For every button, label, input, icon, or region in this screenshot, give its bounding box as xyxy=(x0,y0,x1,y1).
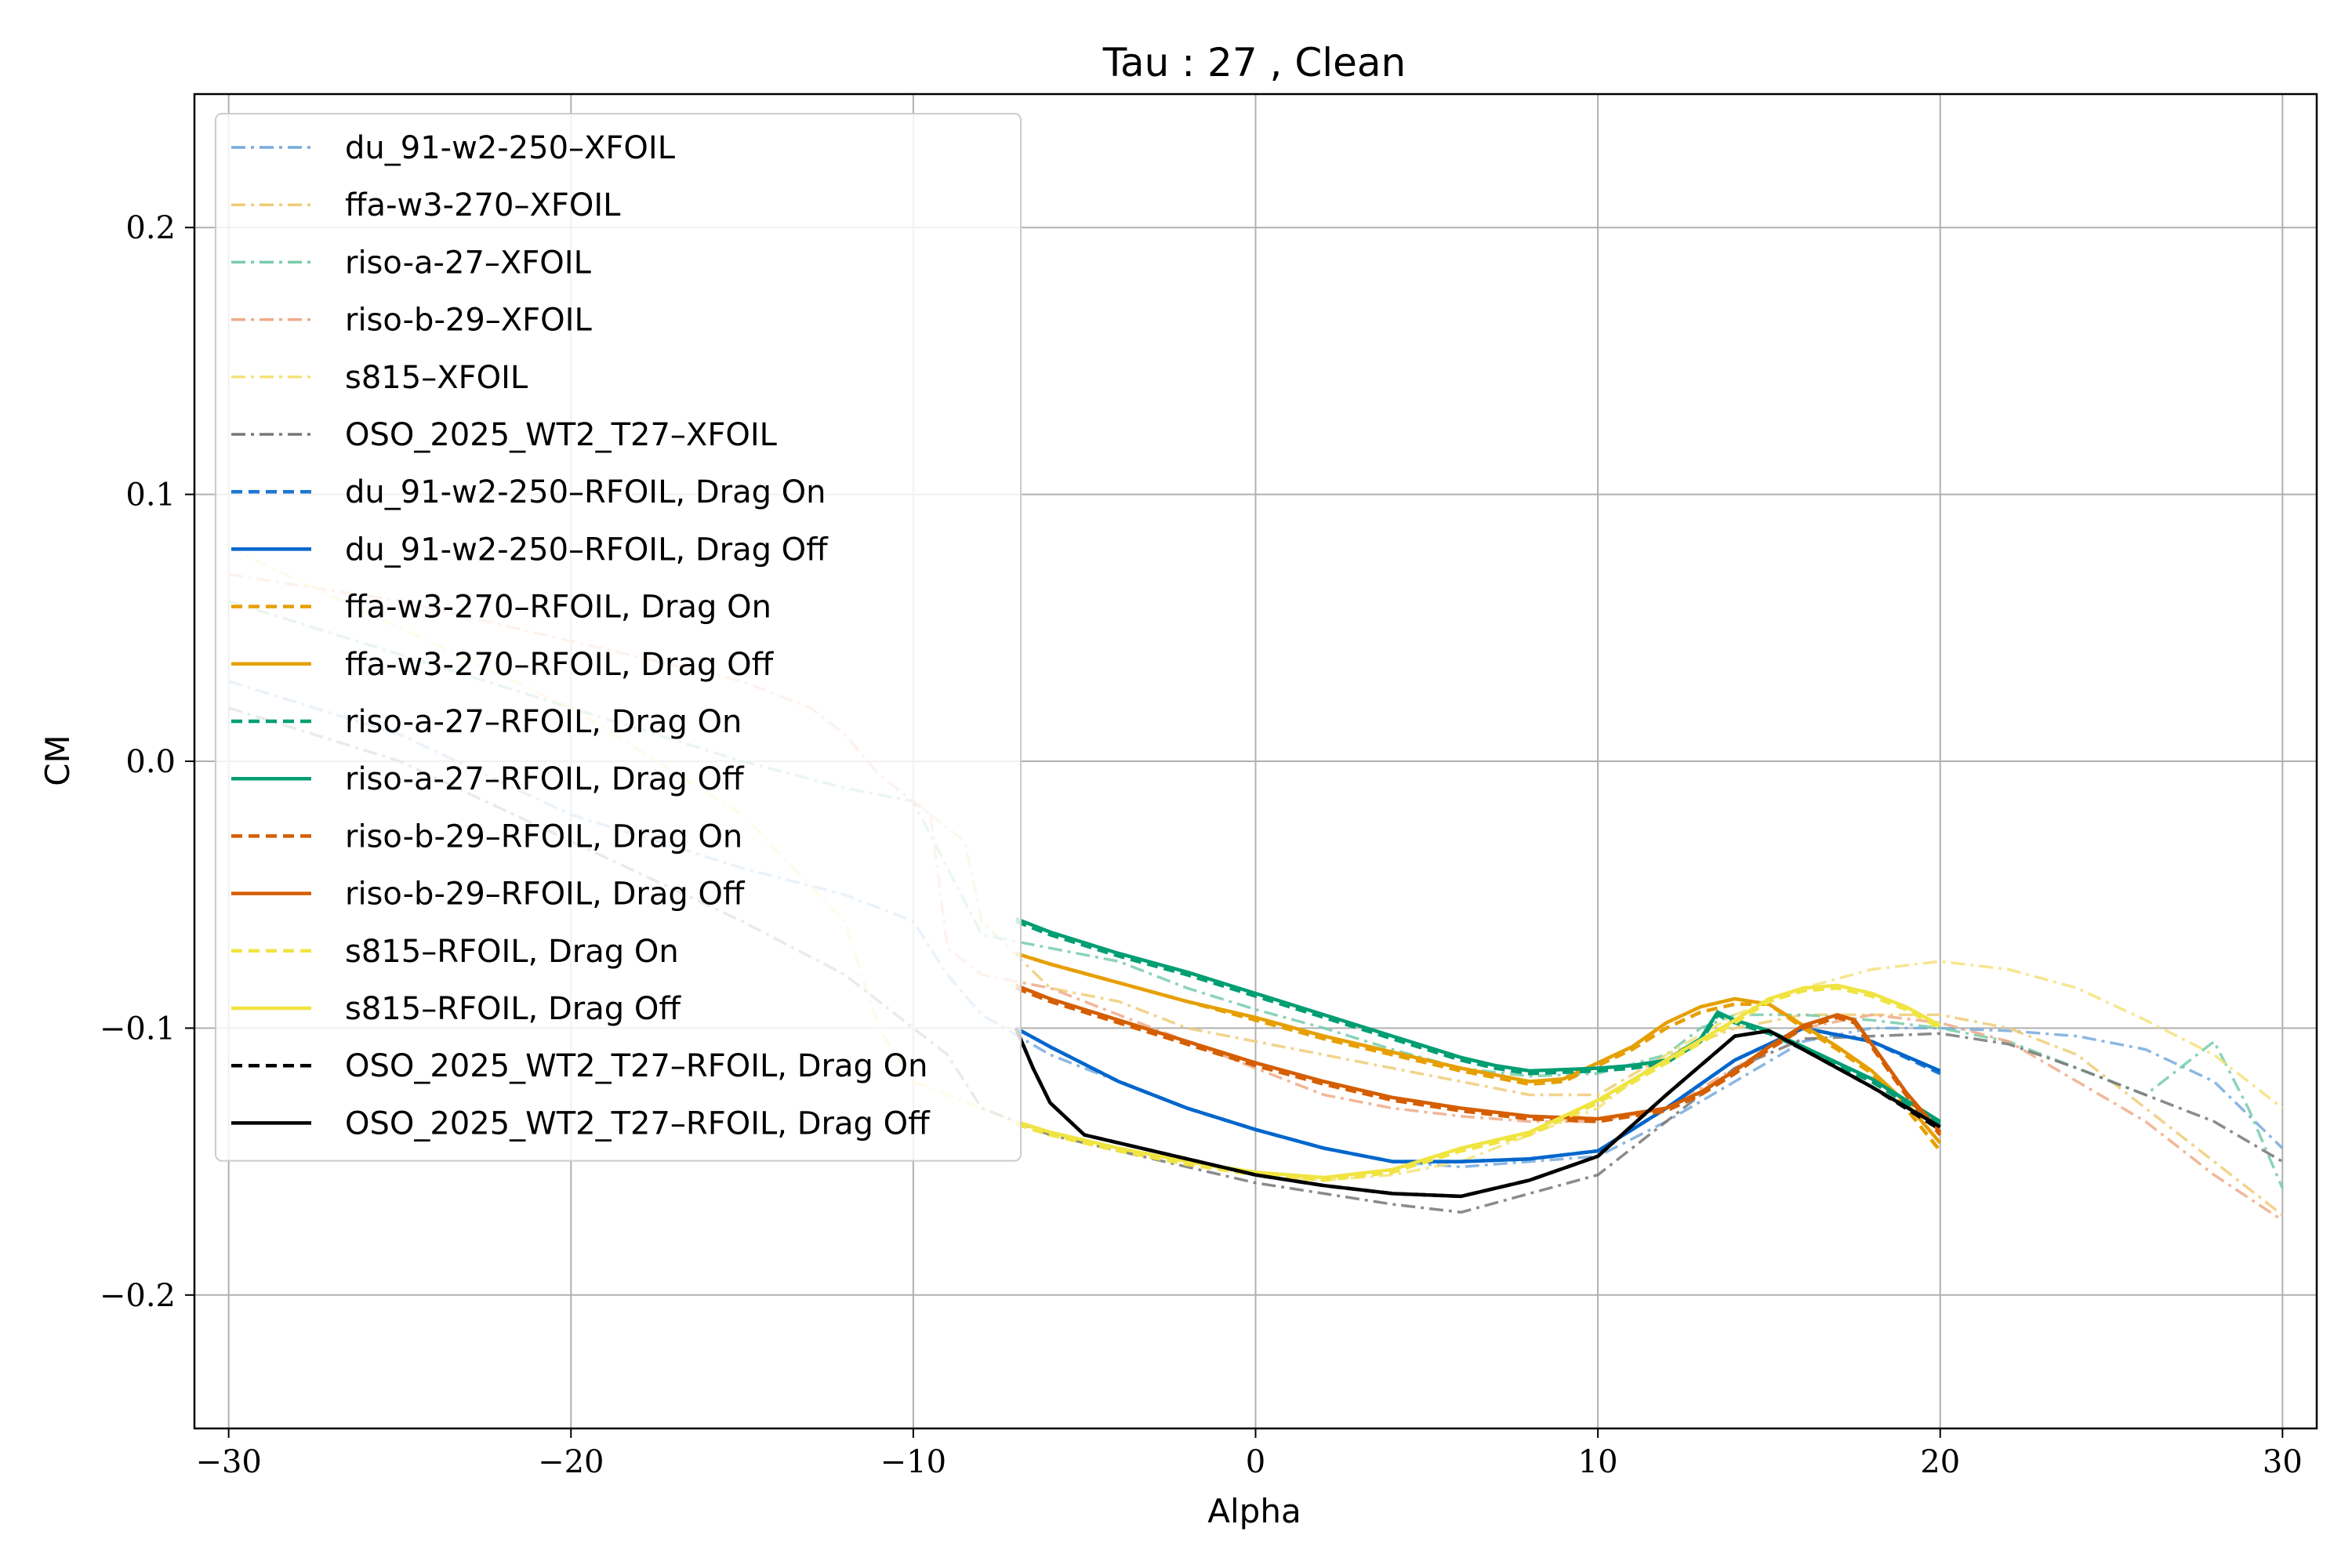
plot-frame xyxy=(193,93,2318,1430)
x-tick-label: 20 xyxy=(1920,1444,1960,1480)
x-tick-label: 30 xyxy=(2263,1444,2303,1480)
y-axis-ticks: −0.2 −0.1 0.0 0.1 0.2 xyxy=(100,210,194,1314)
x-tick-label: 10 xyxy=(1578,1444,1618,1480)
x-tick-label: −10 xyxy=(880,1444,946,1480)
legend-entry-label: riso-a-27–XFOIL xyxy=(345,245,592,281)
y-tick-label: 0.0 xyxy=(125,744,176,780)
chart-title: Tau : 27 , Clean xyxy=(1102,40,1406,85)
legend-entry-label: riso-b-29–RFOIL, Drag Off xyxy=(345,877,746,913)
series-line-12 xyxy=(1015,986,1942,1137)
y-tick-label: −0.1 xyxy=(100,1011,176,1047)
legend-entry-label: OSO_2025_WT2_T27–RFOIL, Drag On xyxy=(345,1048,927,1084)
y-axis-label: CM xyxy=(38,735,77,786)
legend-entry-label: riso-b-29–RFOIL, Drag On xyxy=(345,818,742,855)
legend: du_91-w2-250–XFOIL ffa-w3-270–XFOIL riso-a… xyxy=(215,113,1022,1162)
series-line-9 xyxy=(1015,951,1942,1145)
legend-entry-label: du_91-w2-250–RFOIL, Drag On xyxy=(345,474,826,510)
series-line-7 xyxy=(1014,1026,1941,1163)
series-line-10 xyxy=(1015,920,1941,1126)
legend-entry-label: OSO_2025_WT2_T27–XFOIL xyxy=(345,417,778,453)
legend-entry-label: OSO_2025_WT2_T27–RFOIL, Drag Off xyxy=(345,1105,931,1142)
legend-entry-label: s815–RFOIL, Drag Off xyxy=(345,991,681,1027)
legend-entry-label: du_91-w2-250–XFOIL xyxy=(345,130,676,166)
legend-entry-label: ffa-w3-270–XFOIL xyxy=(345,187,621,223)
legend-entry-label: riso-a-27–RFOIL, Drag Off xyxy=(345,761,745,797)
x-tick-label: −30 xyxy=(195,1444,261,1480)
series-line-17 xyxy=(1014,1027,1941,1199)
legend-entry-label: s815–XFOIL xyxy=(345,360,528,396)
y-tick-label: 0.2 xyxy=(125,210,176,246)
x-tick-label: −20 xyxy=(538,1444,604,1480)
series-line-15 xyxy=(1015,983,1941,1180)
legend-entry-label: du_91-w2-250–RFOIL, Drag Off xyxy=(345,532,829,568)
legend-entry-label: riso-b-29–XFOIL xyxy=(345,303,592,339)
legend-entry-label: s815–RFOIL, Drag On xyxy=(345,934,679,970)
series-line-13 xyxy=(1015,983,1942,1134)
x-tick-label: 0 xyxy=(1246,1444,1265,1480)
x-axis-ticks: −30 −20 −10 0 10 20 30 xyxy=(195,1428,2303,1480)
y-tick-label: 0.1 xyxy=(125,477,176,514)
legend-entry-label: riso-a-27–RFOIL, Drag On xyxy=(345,704,742,740)
x-axis-label: Alpha xyxy=(1207,1492,1301,1530)
legend-box xyxy=(215,113,1022,1162)
series-line-1 xyxy=(228,600,2284,1217)
series-line-14 xyxy=(1015,986,1941,1182)
legend-entry-label: ffa-w3-270–RFOIL, Drag On xyxy=(345,590,771,626)
legend-entry-label: ffa-w3-270–RFOIL, Drag Off xyxy=(345,647,775,683)
y-tick-label: −0.2 xyxy=(100,1278,176,1314)
series-line-11 xyxy=(1015,916,1941,1123)
